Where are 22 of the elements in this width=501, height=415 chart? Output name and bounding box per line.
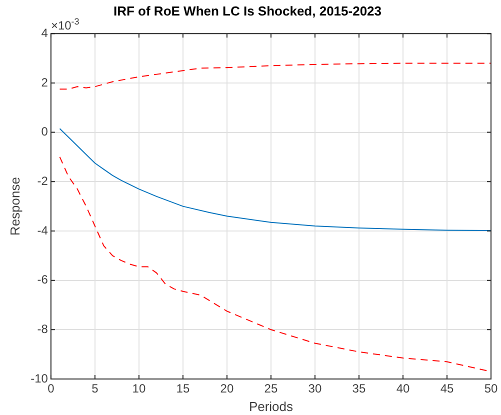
y-tick-label: -10 [30, 371, 48, 386]
x-axis-title: Periods [248, 398, 294, 414]
y-tick-label: -6 [37, 272, 48, 287]
line-series [59, 62, 491, 90]
x-tick-label: 10 [132, 382, 146, 396]
y-tick-label: 4 [41, 26, 48, 40]
x-tick-label: 35 [352, 382, 366, 396]
x-tick-label: 5 [92, 382, 99, 396]
y-tick-label: -4 [37, 223, 48, 238]
x-tick-label: 40 [396, 382, 410, 396]
x-tick-label: 20 [220, 382, 234, 396]
y-tick-label: -2 [37, 174, 48, 188]
chart-title: IRF of RoE When LC Is Shocked, 2015-2023 [113, 3, 382, 18]
x-tick-label: 45 [440, 382, 454, 396]
y-tick-label: 0 [41, 124, 48, 139]
x-tick-label: 25 [264, 382, 278, 396]
y-tick-label: -8 [37, 322, 48, 336]
x-tick-label: 50 [484, 382, 498, 396]
y-axis-title: Response [7, 177, 22, 236]
x-tick-label: 30 [308, 382, 322, 396]
y-tick-label: 2 [41, 75, 48, 90]
x-tick-label: 15 [176, 382, 190, 396]
